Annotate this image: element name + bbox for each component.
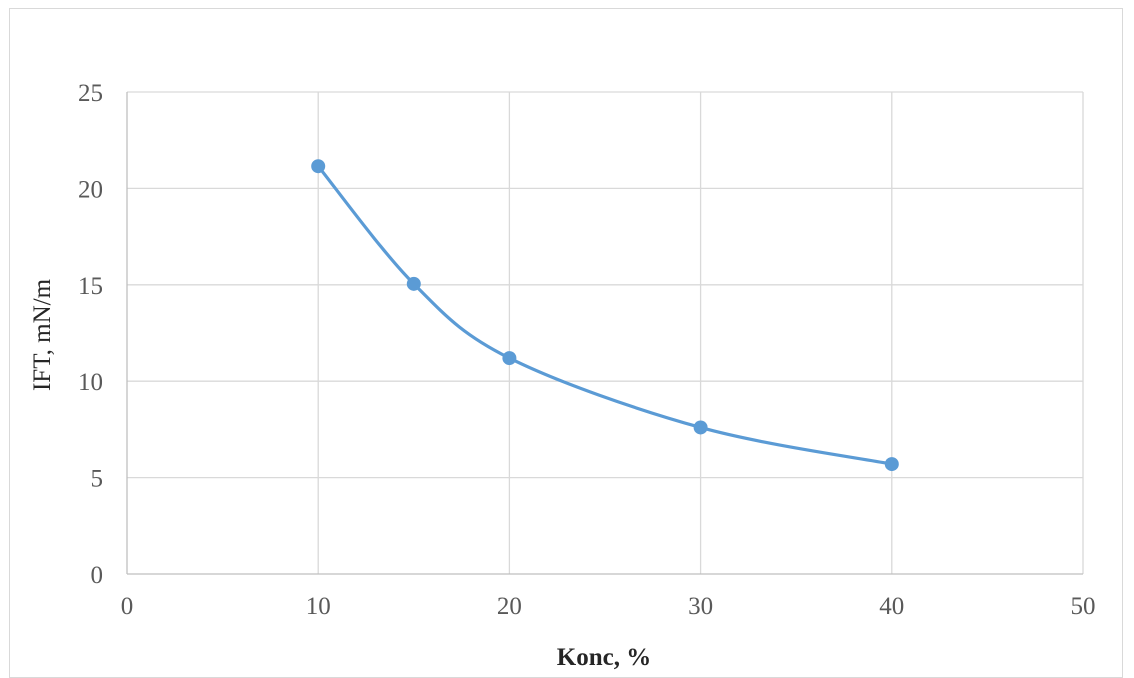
chart-frame	[9, 8, 1123, 678]
y-tick-label: 0	[91, 562, 104, 589]
x-tick-label: 30	[688, 593, 713, 620]
y-tick-label: 10	[78, 369, 103, 396]
axes	[126, 92, 1083, 575]
x-tick-label: 20	[497, 593, 522, 620]
grid	[127, 91, 1084, 574]
series-line	[316, 164, 894, 466]
data-point	[884, 457, 899, 472]
y-tick-label: 25	[78, 80, 103, 107]
data-point	[311, 159, 326, 174]
y-tick-label: 20	[78, 176, 103, 203]
y-tick-label: 15	[78, 273, 103, 300]
tick-labels: 0 10 20 30 40 50 0 5 10 15 20 25	[78, 80, 1096, 620]
y-axis-label: IFT, mN/m	[29, 278, 56, 391]
y-tick-label: 5	[91, 466, 104, 493]
x-tick-label: 0	[121, 593, 134, 620]
data-point	[693, 420, 708, 435]
x-axis-label: Konc, %	[557, 644, 651, 670]
data-point	[406, 276, 421, 291]
series	[311, 159, 899, 472]
x-tick-label: 50	[1071, 593, 1096, 620]
x-tick-label: 10	[306, 593, 331, 620]
data-point	[502, 351, 517, 366]
x-tick-label: 40	[879, 593, 904, 620]
